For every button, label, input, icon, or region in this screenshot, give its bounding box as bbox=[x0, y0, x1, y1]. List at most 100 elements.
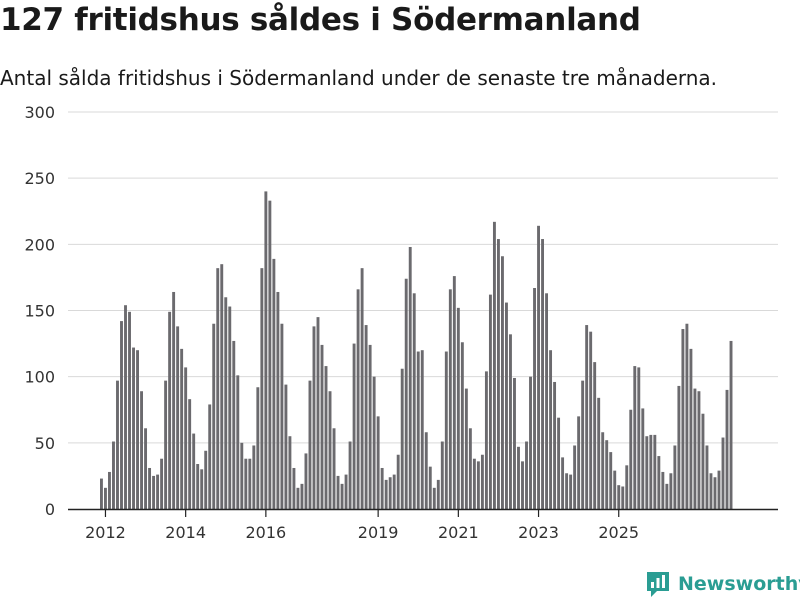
bar bbox=[332, 428, 336, 509]
bar bbox=[388, 477, 392, 509]
bar bbox=[368, 344, 372, 509]
bar bbox=[693, 388, 697, 509]
bar bbox=[232, 340, 236, 509]
brand-logo: Newsworthy bbox=[645, 570, 800, 598]
bar bbox=[204, 450, 208, 509]
bar bbox=[717, 470, 721, 509]
bar bbox=[352, 343, 356, 509]
bar bbox=[629, 409, 633, 509]
bar bbox=[340, 483, 344, 509]
chart-title: 127 fritidshus såldes i Södermanland bbox=[0, 2, 641, 38]
bar bbox=[597, 397, 601, 509]
bar bbox=[400, 368, 404, 509]
bar bbox=[492, 221, 496, 509]
bar bbox=[216, 268, 220, 509]
bar bbox=[152, 475, 156, 509]
bar bbox=[172, 291, 176, 509]
bar bbox=[537, 225, 540, 509]
bar bbox=[653, 434, 657, 509]
bar bbox=[376, 416, 380, 509]
chart-subtitle: Antal sålda fritidshus i Södermanland un… bbox=[0, 66, 718, 90]
bar bbox=[188, 399, 192, 509]
bar bbox=[553, 381, 557, 509]
bar bbox=[168, 311, 172, 509]
bar bbox=[140, 391, 143, 509]
bar bbox=[236, 375, 240, 509]
bar bbox=[533, 288, 536, 509]
bar bbox=[505, 302, 508, 509]
bar bbox=[396, 454, 400, 509]
bar bbox=[585, 325, 589, 509]
bar bbox=[300, 483, 304, 509]
bar bbox=[312, 326, 316, 509]
newsworthy-logo-icon bbox=[647, 572, 669, 597]
bar bbox=[432, 487, 436, 509]
bar bbox=[709, 473, 713, 509]
bar bbox=[657, 456, 661, 509]
bar bbox=[148, 467, 152, 509]
x-tick-label: 2014 bbox=[165, 523, 206, 542]
bar bbox=[120, 321, 123, 509]
y-tick-label: 300 bbox=[24, 103, 55, 122]
bar bbox=[176, 326, 180, 509]
bar bbox=[529, 376, 532, 509]
bar bbox=[617, 485, 621, 509]
bar bbox=[665, 483, 669, 509]
bar bbox=[116, 380, 119, 509]
bar bbox=[124, 305, 127, 509]
bar bbox=[713, 477, 717, 509]
bar-series bbox=[100, 191, 733, 510]
bar bbox=[545, 293, 549, 509]
axes: 0 50 100 150 200 250 300 2012 2014 2016 2019 2021 20… bbox=[24, 0, 778, 542]
bar bbox=[292, 467, 296, 509]
bar bbox=[248, 458, 252, 509]
bar bbox=[645, 436, 649, 509]
y-tick-label: 200 bbox=[24, 235, 55, 254]
bar bbox=[428, 466, 432, 509]
bar bbox=[589, 331, 593, 509]
y-tick-label: 100 bbox=[24, 368, 55, 387]
bar bbox=[565, 473, 569, 509]
bar bbox=[525, 441, 528, 509]
bar bbox=[328, 391, 332, 509]
bar bbox=[509, 334, 512, 509]
bar bbox=[360, 268, 364, 509]
bar bbox=[268, 200, 272, 509]
bar bbox=[136, 350, 139, 509]
bar bbox=[633, 366, 637, 509]
bar bbox=[252, 445, 256, 509]
bar bbox=[577, 416, 581, 509]
bar bbox=[196, 464, 200, 509]
y-tick-label: 50 bbox=[35, 434, 55, 453]
bar bbox=[244, 458, 248, 509]
bar bbox=[364, 325, 368, 509]
bar bbox=[661, 471, 665, 509]
bar bbox=[308, 380, 312, 509]
bar bbox=[448, 289, 452, 509]
bar bbox=[272, 258, 276, 509]
bar bbox=[601, 432, 605, 509]
bar bbox=[484, 371, 488, 509]
bar bbox=[705, 445, 709, 509]
bar bbox=[320, 344, 324, 509]
bar bbox=[180, 348, 184, 509]
bar bbox=[621, 486, 625, 509]
bar bbox=[669, 473, 673, 509]
bar bbox=[472, 458, 476, 509]
x-tick-label: 2025 bbox=[598, 523, 639, 542]
x-tick-label: 2023 bbox=[518, 523, 559, 542]
bar bbox=[228, 306, 232, 509]
bar bbox=[685, 323, 689, 509]
bar bbox=[729, 340, 733, 509]
x-tick-label: 2016 bbox=[246, 523, 287, 542]
bar bbox=[200, 469, 204, 509]
bar bbox=[348, 441, 352, 509]
bar bbox=[573, 445, 577, 509]
bar bbox=[424, 432, 428, 509]
latest-value-label: 127 bbox=[727, 0, 759, 5]
bar bbox=[677, 385, 681, 509]
x-tick-label: 2019 bbox=[358, 523, 399, 542]
bar bbox=[392, 474, 396, 509]
bar bbox=[593, 362, 597, 509]
